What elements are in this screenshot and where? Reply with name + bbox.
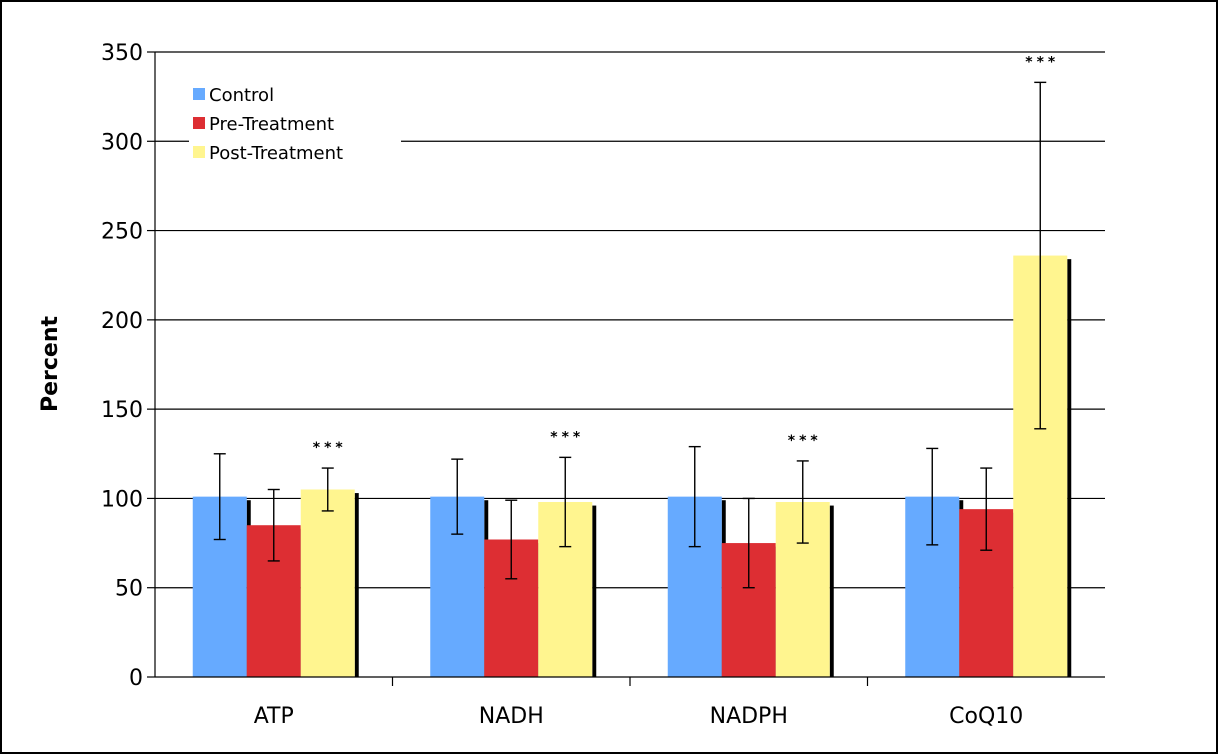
legend-label: Pre-Treatment (209, 114, 334, 135)
legend-label: Post-Treatment (209, 143, 343, 164)
y-tick-label: 250 (101, 220, 143, 245)
bar (300, 489, 355, 677)
significance-annotation: *** (1025, 54, 1059, 70)
error-bars-layer: *** *** *** *** (213, 54, 1059, 589)
y-tick-label: 200 (101, 309, 143, 334)
bar-shadow (354, 493, 359, 677)
legend-swatch (193, 117, 205, 129)
y-tick-label: 350 (101, 41, 143, 66)
legend-background (189, 74, 401, 174)
bar-shadow (1067, 259, 1072, 677)
y-tick-label: 150 (101, 398, 143, 423)
bar-shadow (829, 505, 834, 677)
legend-label: Control (209, 85, 274, 106)
axis-layer: 0 50 100 150 200 250 300 350 ATP NADH NADPH CoQ10 (101, 41, 1105, 729)
legend-swatch (193, 146, 205, 158)
x-tick-label: CoQ10 (949, 704, 1023, 729)
x-tick-label: NADPH (710, 704, 788, 729)
y-tick-label: 50 (115, 577, 143, 602)
significance-annotation: *** (313, 440, 347, 456)
y-axis-title: Percent (38, 316, 63, 413)
legend: Control Pre-Treatment Post-Treatment (189, 74, 401, 174)
bars-layer (192, 255, 1072, 678)
bar-shadow (592, 505, 597, 677)
y-tick-label: 0 (129, 666, 143, 691)
y-tick-label: 100 (101, 487, 143, 512)
significance-annotation: *** (550, 429, 584, 445)
significance-annotation: *** (788, 433, 822, 449)
y-tick-label: 300 (101, 130, 143, 155)
x-tick-label: ATP (254, 704, 294, 729)
legend-swatch (193, 88, 205, 100)
x-tick-label: NADH (479, 704, 544, 729)
